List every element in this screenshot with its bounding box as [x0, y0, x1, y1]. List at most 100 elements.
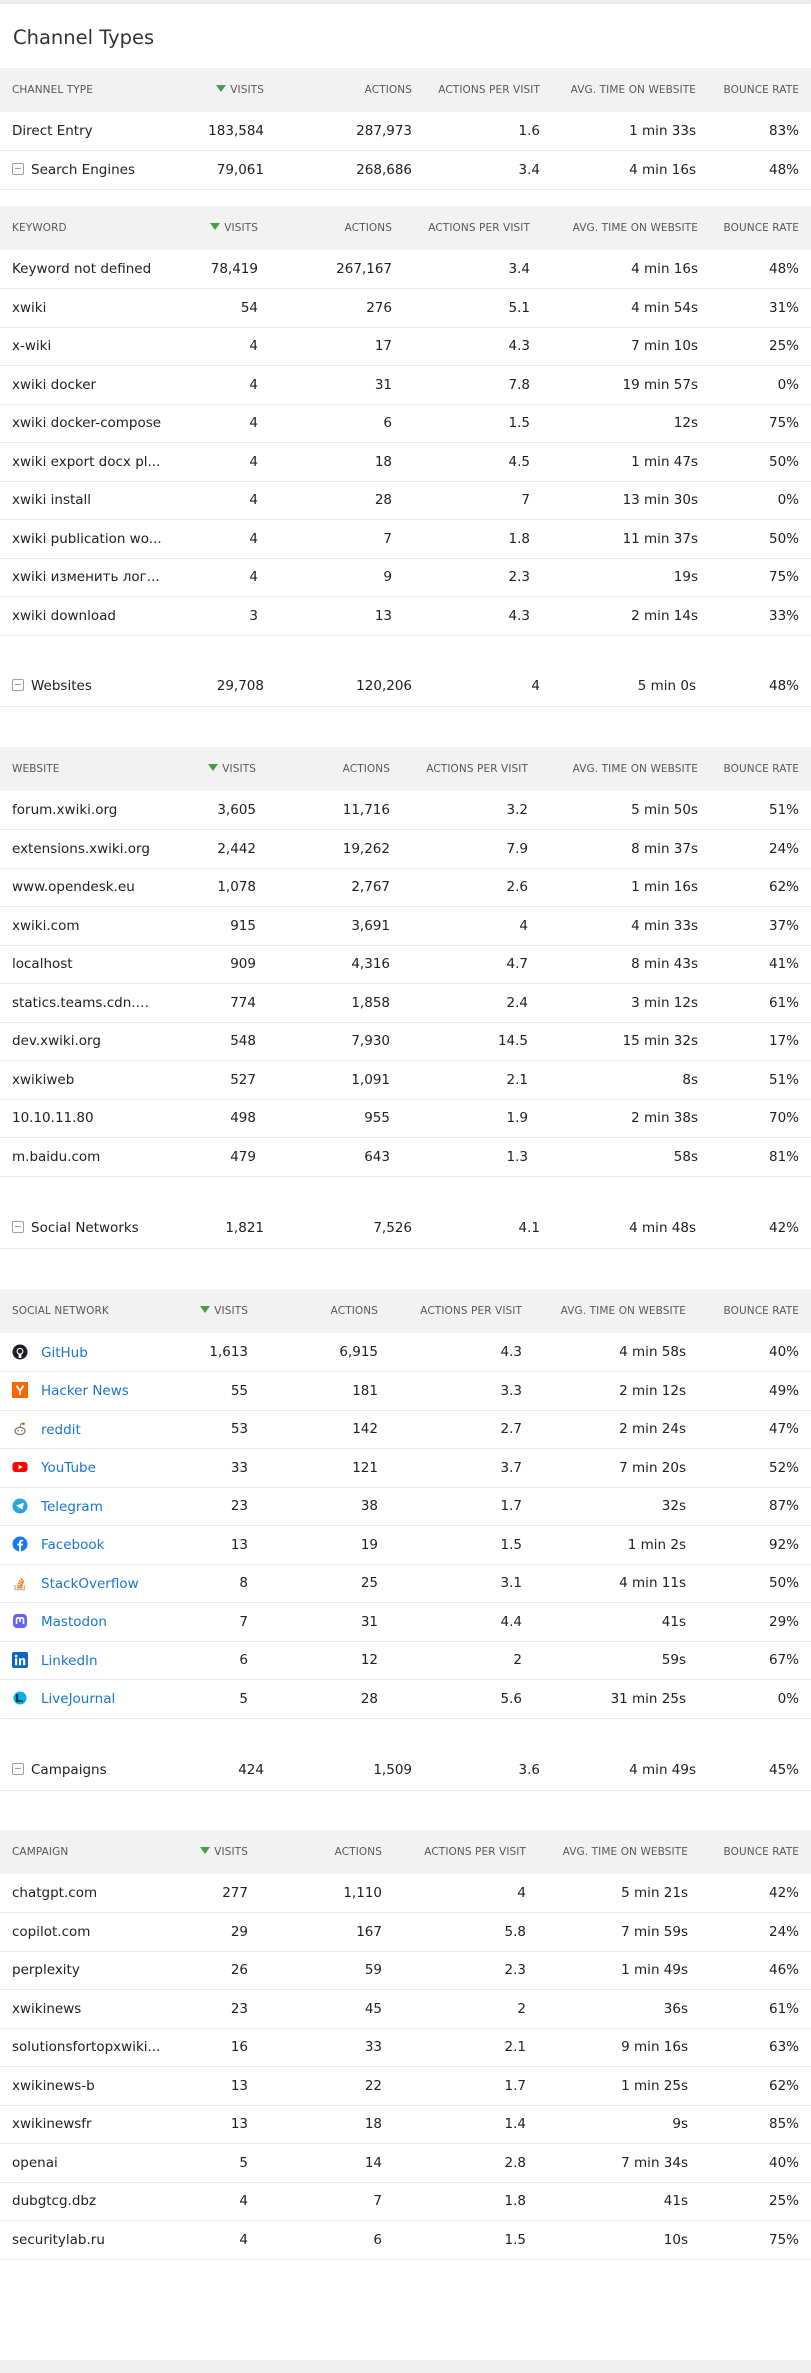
col-header-actions[interactable]: Actions [260, 1830, 394, 1874]
table-row[interactable]: Telegram 23 38 1.7 32s 87% [0, 1487, 811, 1526]
social-network-link[interactable]: LiveJournal [41, 1691, 116, 1708]
col-header-avg-time[interactable]: Avg. time on website [552, 68, 708, 112]
social-network-link[interactable]: reddit [41, 1421, 81, 1438]
social-network-link[interactable]: GitHub [41, 1344, 88, 1361]
table-row[interactable]: localhost 909 4,316 4.7 8 min 43s 41% [0, 945, 811, 984]
table-row[interactable]: forum.xwiki.org 3,605 11,716 3.2 5 min 50s 51… [0, 791, 811, 830]
table-row[interactable]: xwiki изменить лог... 4 9 2.3 19s 75% [0, 558, 811, 597]
table-row[interactable]: LiveJournal 5 28 5.6 31 min 25s 0% [0, 1679, 811, 1719]
social-network-link[interactable]: StackOverflow [41, 1575, 139, 1592]
social-network-link[interactable]: LinkedIn [41, 1652, 98, 1669]
col-header-avg-time[interactable]: Avg. time on website [538, 1830, 700, 1874]
col-header-actions[interactable]: Actions [260, 1289, 390, 1333]
row-value: 3,691 [268, 906, 402, 946]
col-header-keyword[interactable]: Keyword [0, 206, 180, 250]
table-row[interactable]: xwiki docker 4 31 7.8 19 min 57s 0% [0, 365, 811, 405]
col-header-channel-type[interactable]: Channel type [0, 68, 186, 112]
table-row-campaigns[interactable]: Campaigns 424 1,509 3.6 4 min 49s 45% [0, 1750, 811, 1791]
table-row[interactable]: www.opendesk.eu 1,078 2,767 2.6 1 min 16s 62% [0, 868, 811, 907]
table-row[interactable]: m.baidu.com 479 643 1.3 58s 81% [0, 1137, 811, 1177]
social-network-link[interactable]: Telegram [41, 1498, 103, 1515]
row-label: xwikinews [0, 1989, 180, 2029]
table-row[interactable]: xwiki download 3 13 4.3 2 min 14s 33% [0, 596, 811, 636]
col-header-visits[interactable]: Visits [166, 1289, 260, 1333]
col-header-actions-per-visit[interactable]: Actions per visit [394, 1830, 538, 1874]
social-network-link[interactable]: Mastodon [41, 1614, 107, 1631]
table-row[interactable]: 10.10.11.80 498 955 1.9 2 min 38s 70% [0, 1099, 811, 1138]
row-value: 78,419 [180, 250, 270, 289]
col-header-website[interactable]: Website [0, 747, 168, 791]
col-header-actions-per-visit[interactable]: Actions per visit [402, 747, 540, 791]
col-header-actions-per-visit[interactable]: Actions per visit [390, 1289, 534, 1333]
col-header-bounce-rate[interactable]: Bounce rate [708, 68, 811, 112]
table-row[interactable]: securitylab.ru 4 6 1.5 10s 75% [0, 2220, 811, 2260]
table-row[interactable]: xwiki export docx pl... 4 18 4.5 1 min 47s 50… [0, 442, 811, 482]
col-header-actions[interactable]: Actions [268, 747, 402, 791]
table-row[interactable]: Mastodon 7 31 4.4 41s 29% [0, 1602, 811, 1642]
table-row[interactable]: openai 5 14 2.8 7 min 34s 40% [0, 2143, 811, 2183]
table-row[interactable]: Keyword not defined 78,419 267,167 3.4 4 min… [0, 250, 811, 289]
col-header-visits[interactable]: Visits [168, 747, 268, 791]
table-row[interactable]: xwiki.com 915 3,691 4 4 min 33s 37% [0, 906, 811, 946]
row-value: 8 min 37s [540, 829, 710, 869]
table-row[interactable]: statics.teams.cdn.of... 774 1,858 2.4 3 min … [0, 983, 811, 1023]
table-row[interactable]: xwiki install 4 28 7 13 min 30s 0% [0, 481, 811, 520]
table-row[interactable]: x-wiki 4 17 4.3 7 min 10s 25% [0, 327, 811, 366]
table-row-search-engines[interactable]: Search Engines 79,061 268,686 3.4 4 min 16s 4… [0, 150, 811, 190]
col-header-bounce-rate[interactable]: Bounce rate [710, 747, 811, 791]
collapse-icon[interactable] [12, 1220, 24, 1233]
social-network-link[interactable]: YouTube [41, 1460, 96, 1477]
table-row[interactable]: dubgtcg.dbz 4 7 1.8 41s 25% [0, 2182, 811, 2221]
table-row[interactable]: xwiki publication wo... 4 7 1.8 11 min 37s 50… [0, 519, 811, 559]
table-row[interactable]: xwikinews-b 13 22 1.7 1 min 25s 62% [0, 2066, 811, 2106]
table-row[interactable]: xwikiweb 527 1,091 2.1 8s 51% [0, 1060, 811, 1100]
collapse-icon[interactable] [12, 678, 24, 691]
table-row[interactable]: xwiki docker-compose 4 6 1.5 12s 75% [0, 404, 811, 443]
collapse-icon[interactable] [12, 1762, 24, 1775]
col-header-bounce-rate[interactable]: Bounce rate [698, 1289, 811, 1333]
col-header-avg-time[interactable]: Avg. time on website [542, 206, 710, 250]
row-value: 6 [260, 2220, 394, 2260]
social-network-link[interactable]: Facebook [41, 1537, 105, 1554]
table-row[interactable]: reddit 53 142 2.7 2 min 24s 47% [0, 1410, 811, 1449]
table-row[interactable]: extensions.xwiki.org 2,442 19,262 7.9 8 min … [0, 829, 811, 869]
col-header-social-network[interactable]: Social network [0, 1289, 166, 1333]
row-value: 31% [710, 288, 811, 328]
table-row[interactable]: perplexity 26 59 2.3 1 min 49s 46% [0, 1951, 811, 1990]
table-row[interactable]: Hacker News 55 181 3.3 2 min 12s 49% [0, 1371, 811, 1411]
social-network-link[interactable]: Hacker News [41, 1383, 129, 1400]
table-row[interactable]: xwikinewsfr 13 18 1.4 9s 85% [0, 2105, 811, 2144]
col-header-bounce-rate[interactable]: Bounce rate [710, 206, 811, 250]
table-row[interactable]: solutionsfortopxwiki... 16 33 2.1 9 min 16s 6… [0, 2028, 811, 2067]
row-value: 7.8 [404, 365, 542, 405]
row-value: 1.4 [394, 2105, 538, 2144]
row-value: 40% [700, 2143, 811, 2183]
col-header-actions[interactable]: Actions [270, 206, 404, 250]
table-row[interactable]: Direct Entry 183,584 287,973 1.6 1 min 33s 83… [0, 112, 811, 151]
row-label: dev.xwiki.org [0, 1022, 168, 1061]
col-header-visits[interactable]: Visits [180, 1830, 260, 1874]
table-row[interactable]: GitHub 1,613 6,915 4.3 4 min 58s 40% [0, 1333, 811, 1372]
table-row[interactable]: copilot.com 29 167 5.8 7 min 59s 24% [0, 1912, 811, 1952]
table-row[interactable]: xwiki 54 276 5.1 4 min 54s 31% [0, 288, 811, 328]
col-header-avg-time[interactable]: Avg. time on website [534, 1289, 698, 1333]
table-row[interactable]: dev.xwiki.org 548 7,930 14.5 15 min 32s 17% [0, 1022, 811, 1061]
table-row[interactable]: Facebook 13 19 1.5 1 min 2s 92% [0, 1525, 811, 1565]
row-value: 277 [180, 1874, 260, 1913]
col-header-visits[interactable]: Visits [186, 68, 276, 112]
col-header-actions[interactable]: Actions [276, 68, 424, 112]
col-header-campaign[interactable]: Campaign [0, 1830, 180, 1874]
collapse-icon[interactable] [12, 162, 24, 175]
table-row-websites[interactable]: Websites 29,708 120,206 4 5 min 0s 48% [0, 666, 811, 707]
table-row[interactable]: chatgpt.com 277 1,110 4 5 min 21s 42% [0, 1874, 811, 1913]
col-header-actions-per-visit[interactable]: Actions per visit [404, 206, 542, 250]
col-header-bounce-rate[interactable]: Bounce rate [700, 1830, 811, 1874]
table-row[interactable]: YouTube 33 121 3.7 7 min 20s 52% [0, 1448, 811, 1488]
col-header-visits[interactable]: Visits [180, 206, 270, 250]
col-header-avg-time[interactable]: Avg. time on website [540, 747, 710, 791]
col-header-actions-per-visit[interactable]: Actions per visit [424, 68, 552, 112]
table-row[interactable]: xwikinews 23 45 2 36s 61% [0, 1989, 811, 2029]
table-row[interactable]: LinkedIn 6 12 2 59s 67% [0, 1641, 811, 1680]
table-row[interactable]: StackOverflow 8 25 3.1 4 min 11s 50% [0, 1564, 811, 1603]
table-row-social-networks[interactable]: Social Networks 1,821 7,526 4.1 4 min 48s 42% [0, 1208, 811, 1249]
